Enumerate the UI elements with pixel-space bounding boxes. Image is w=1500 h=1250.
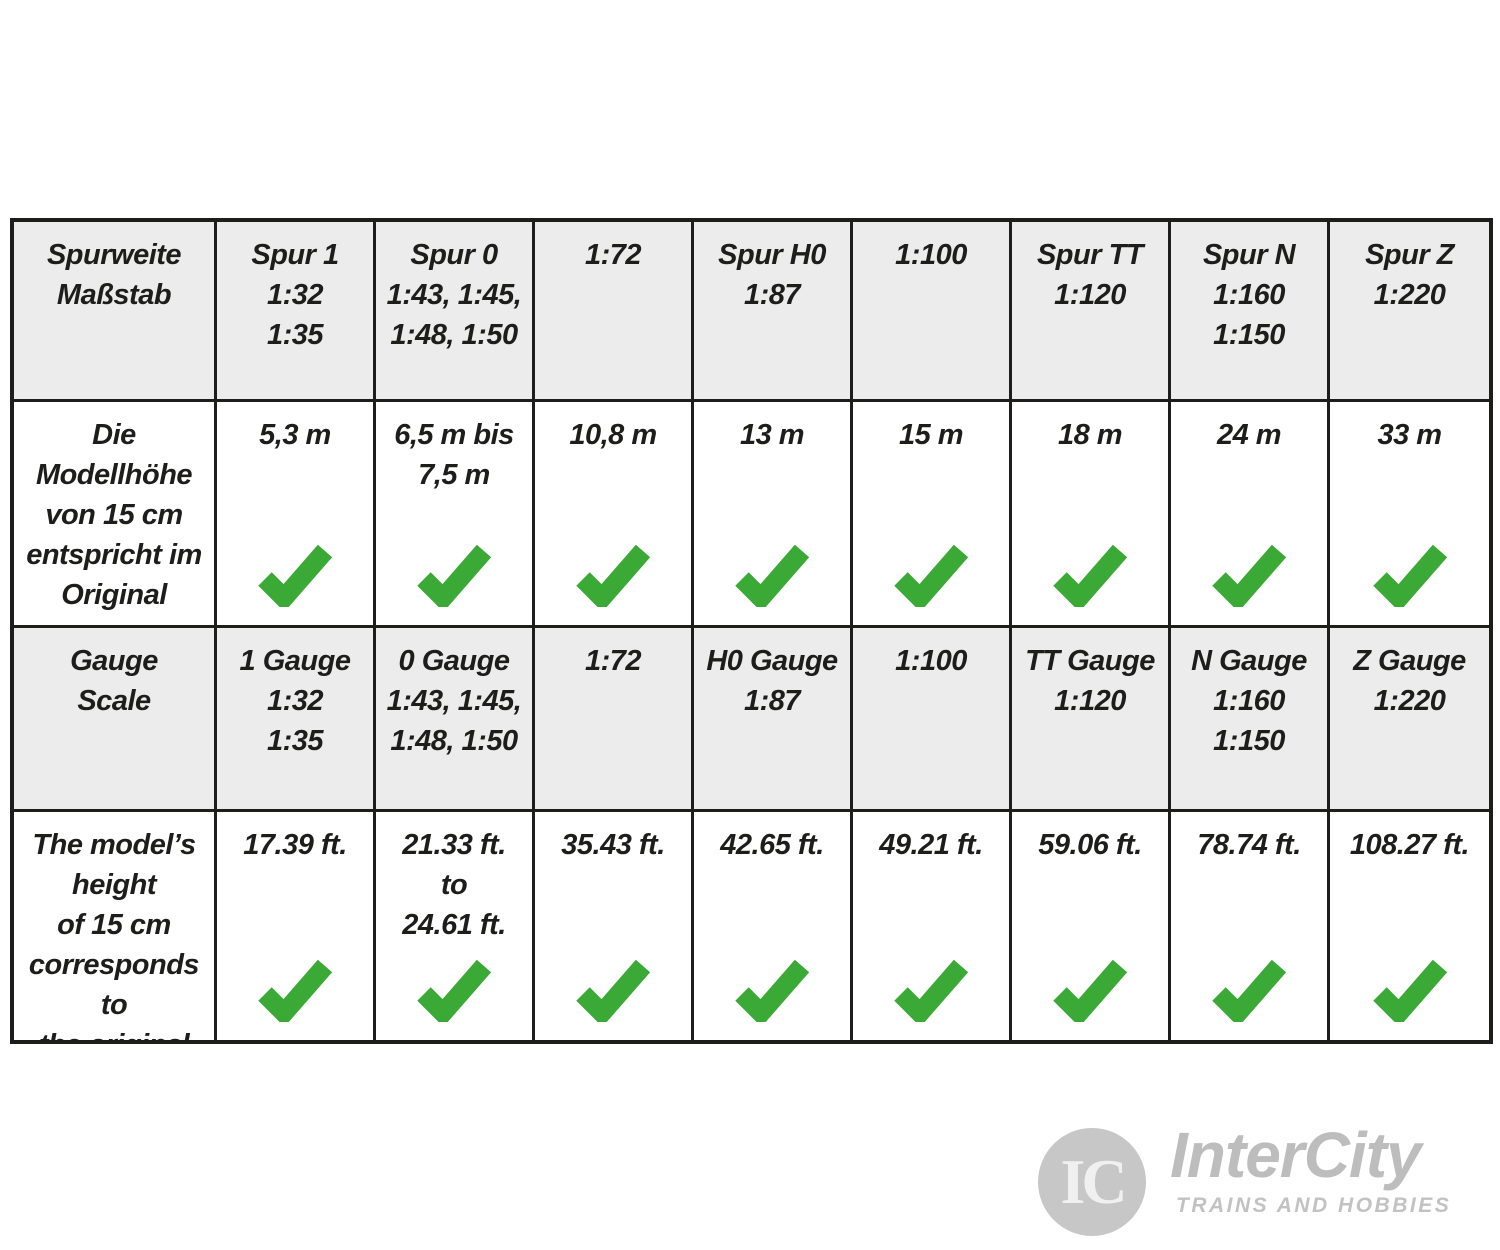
intercity-rail-badge-icon: IC — [1038, 1128, 1146, 1236]
check-icon — [575, 958, 651, 1022]
check-icon — [1211, 543, 1287, 607]
metric-value-cell: 6,5 m bis 7,5 m — [376, 402, 535, 628]
metric-value-cell: 13 m — [694, 402, 853, 628]
header-cell-text: Spur Z 1:220 — [1365, 239, 1454, 311]
check-icon — [1052, 958, 1128, 1022]
metric-value-cell: 18 m — [1012, 402, 1171, 628]
gauge-cell-text: 0 Gauge 1:43, 1:45, 1:48, 1:50 — [386, 645, 522, 757]
imperial-value: 42.65 ft. — [720, 829, 824, 861]
check-icon — [1052, 543, 1128, 607]
imperial-value-cell: 49.21 ft. — [853, 812, 1012, 1040]
gauge-cell-n: N Gauge 1:160 1:150 — [1171, 628, 1330, 812]
metric-value: 10,8 m — [569, 419, 657, 451]
gauge-cell-text: 1:100 — [895, 645, 967, 677]
gauge-cell-h0: H0 Gauge 1:87 — [694, 628, 853, 812]
check-icon — [1372, 543, 1448, 607]
metric-value-cell: 24 m — [1171, 402, 1330, 628]
imperial-value: 21.33 ft. to 24.61 ft. — [402, 829, 506, 941]
gauge-cell-text: TT Gauge 1:120 — [1025, 645, 1155, 717]
check-icon — [893, 958, 969, 1022]
imperial-value: 17.39 ft. — [243, 829, 347, 861]
metric-label-cell: Die Modellhöhe von 15 cm entspricht im O… — [14, 402, 217, 628]
header-cell-spur1: Spur 1 1:32 1:35 — [217, 222, 376, 402]
metric-value: 15 m — [898, 419, 964, 451]
gauge-cell-1-72: 1:72 — [535, 628, 694, 812]
check-icon — [257, 543, 333, 607]
check-icon — [575, 543, 651, 607]
imperial-value: 59.06 ft. — [1038, 829, 1142, 861]
header-cell-1-100: 1:100 — [853, 222, 1012, 402]
logo-name: InterCity — [1170, 1119, 1422, 1191]
gauge-cell-1-100: 1:100 — [853, 628, 1012, 812]
imperial-label-cell: The model’s height of 15 cm corresponds … — [14, 812, 217, 1040]
header-cell-text: Spur TT 1:120 — [1036, 239, 1144, 311]
metric-value-cell: 5,3 m — [217, 402, 376, 628]
header-cell-text: 1:100 — [895, 239, 967, 271]
header-cell-spur-tt: Spur TT 1:120 — [1012, 222, 1171, 402]
header-cell-spur0: Spur 0 1:43, 1:45, 1:48, 1:50 — [376, 222, 535, 402]
check-icon — [416, 543, 492, 607]
imperial-value-cell: 108.27 ft. — [1330, 812, 1489, 1040]
metric-value-cell: 33 m — [1330, 402, 1489, 628]
check-icon — [1372, 958, 1448, 1022]
imperial-value-cell: 21.33 ft. to 24.61 ft. — [376, 812, 535, 1040]
check-icon — [1211, 958, 1287, 1022]
header-label-cell: Spurweite Maßstab — [14, 222, 217, 402]
metric-value: 18 m — [1057, 419, 1123, 451]
gauge-cell-z: Z Gauge 1:220 — [1330, 628, 1489, 812]
imperial-value-cell: 17.39 ft. — [217, 812, 376, 1040]
gauge-cell-1: 1 Gauge 1:32 1:35 — [217, 628, 376, 812]
header-cell-text: 1:72 — [584, 239, 642, 271]
header-cell-spur-h0: Spur H0 1:87 — [694, 222, 853, 402]
header-cell-text: Spur 1 1:32 1:35 — [251, 239, 339, 351]
metric-value-cell: 15 m — [853, 402, 1012, 628]
metric-value-cell: 10,8 m — [535, 402, 694, 628]
check-icon — [416, 958, 492, 1022]
imperial-value-cell: 78.74 ft. — [1171, 812, 1330, 1040]
gauge-cell-text: 1 Gauge 1:32 1:35 — [239, 645, 351, 757]
header-label: Spurweite Maßstab — [46, 239, 182, 311]
imperial-label: The model’s height of 15 cm corresponds … — [28, 829, 200, 1040]
gauge-cell-tt: TT Gauge 1:120 — [1012, 628, 1171, 812]
imperial-value-cell: 59.06 ft. — [1012, 812, 1171, 1040]
header-cell-spur-z: Spur Z 1:220 — [1330, 222, 1489, 402]
metric-value: 6,5 m bis 7,5 m — [394, 419, 514, 491]
header-cell-1-72: 1:72 — [535, 222, 694, 402]
gauge-cell-0: 0 Gauge 1:43, 1:45, 1:48, 1:50 — [376, 628, 535, 812]
gauge-label: Gauge Scale — [70, 645, 158, 717]
gauge-cell-text: H0 Gauge 1:87 — [706, 645, 838, 717]
logo-monogram: IC — [1060, 1146, 1127, 1217]
metric-value: 5,3 m — [259, 419, 331, 451]
imperial-value-cell: 42.65 ft. — [694, 812, 853, 1040]
header-cell-text: Spur 0 1:43, 1:45, 1:48, 1:50 — [386, 239, 522, 351]
check-icon — [257, 958, 333, 1022]
imperial-value: 78.74 ft. — [1197, 829, 1301, 861]
header-cell-text: Spur H0 1:87 — [718, 239, 826, 311]
imperial-value: 49.21 ft. — [879, 829, 983, 861]
check-icon — [734, 543, 810, 607]
metric-value: 33 m — [1377, 419, 1442, 451]
intercity-logo: IC InterCity TRAINS AND HOBBIES — [1038, 1119, 1468, 1246]
check-icon — [734, 958, 810, 1022]
check-icon — [893, 543, 969, 607]
metric-value: 13 m — [739, 419, 805, 451]
header-cell-text: Spur N 1:160 1:150 — [1202, 239, 1296, 351]
imperial-value: 108.27 ft. — [1349, 829, 1470, 861]
header-cell-spur-n: Spur N 1:160 1:150 — [1171, 222, 1330, 402]
gauge-label-cell: Gauge Scale — [14, 628, 217, 812]
gauge-cell-text: Z Gauge 1:220 — [1353, 645, 1466, 717]
gauge-cell-text: 1:72 — [584, 645, 642, 677]
metric-value: 24 m — [1216, 419, 1282, 451]
logo-tagline: TRAINS AND HOBBIES — [1176, 1194, 1452, 1217]
metric-label: Die Modellhöhe von 15 cm entspricht im O… — [26, 419, 202, 611]
imperial-value: 35.43 ft. — [561, 829, 665, 861]
imperial-value-cell: 35.43 ft. — [535, 812, 694, 1040]
gauge-cell-text: N Gauge 1:160 1:150 — [1191, 645, 1307, 757]
gauge-scale-table: Spurweite Maßstab Spur 1 1:32 1:35 Spur … — [10, 218, 1493, 1044]
